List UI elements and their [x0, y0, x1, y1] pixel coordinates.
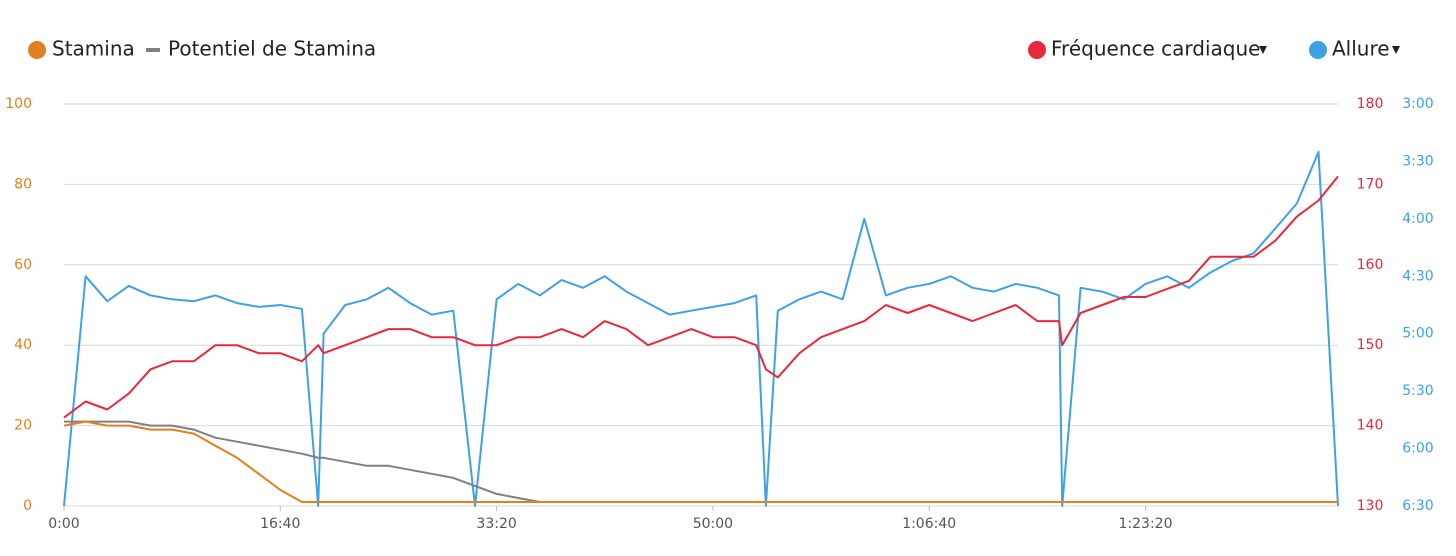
axes: 0 20 40 60 80 100 130 140 150 160 170 180 6:30 6:00 5:… — [5, 96, 1433, 532]
x-tick-label: 33:20 — [476, 516, 516, 532]
series-line — [63, 420, 1338, 503]
legend-marker — [1028, 41, 1046, 59]
legend-item[interactable]: Fréquence cardiaque — [1028, 37, 1260, 61]
grid — [64, 103, 1338, 507]
legend: Stamina Potentiel de Stamina Fréquence car… — [28, 37, 1390, 61]
y-tick-label: 100 — [5, 96, 32, 112]
legend-item[interactable]: Allure — [1309, 37, 1390, 61]
y-tick-label: 40 — [14, 337, 32, 353]
x-tick-label: 1:23:20 — [1119, 516, 1173, 532]
y-tick-label: 60 — [14, 257, 32, 273]
y2-tick-label: 150 — [1357, 337, 1384, 353]
x-tick-label: 16:40 — [260, 516, 300, 532]
dropdown-arrow[interactable] — [1259, 46, 1267, 54]
y3-tick-label: 4:00 — [1402, 211, 1433, 227]
y3-tick-label: 5:30 — [1402, 383, 1433, 399]
y3-tick-label: 6:30 — [1402, 498, 1433, 514]
y3-tick-label: 5:00 — [1402, 326, 1433, 342]
x-tick-label: 0:00 — [48, 516, 79, 532]
plot — [63, 150, 1339, 507]
y-tick-label: 20 — [14, 418, 32, 434]
legend-marker — [146, 48, 160, 52]
y3-tick-label: 3:30 — [1402, 153, 1433, 169]
x-tick-label: 1:06:40 — [902, 516, 956, 532]
y2-tick-label: 130 — [1357, 498, 1384, 514]
y2-tick-label: 180 — [1357, 96, 1384, 112]
y-tick-label: 80 — [14, 176, 32, 192]
y3-tick-label: 3:00 — [1402, 96, 1433, 112]
legend-item[interactable]: Potentiel de Stamina — [146, 37, 376, 61]
legend-label: Fréquence cardiaque — [1051, 37, 1260, 61]
y3-tick-label: 4:30 — [1402, 268, 1433, 284]
x-tick-label: 50:00 — [693, 516, 733, 532]
y-tick-label: 0 — [23, 498, 32, 514]
dropdown-arrow[interactable] — [1392, 46, 1400, 54]
legend-label: Potentiel de Stamina — [168, 37, 376, 61]
y3-tick-label: 6:00 — [1402, 441, 1433, 457]
legend-item[interactable]: Stamina — [28, 37, 135, 61]
series-line — [63, 175, 1339, 419]
legend-marker — [1309, 41, 1327, 59]
legend-label: Allure — [1332, 37, 1390, 61]
y2-tick-label: 140 — [1357, 418, 1384, 434]
legend-marker — [28, 41, 46, 59]
y2-tick-label: 170 — [1357, 176, 1384, 192]
series-line — [64, 420, 1338, 503]
legend-label: Stamina — [52, 37, 135, 61]
series-line — [63, 150, 1339, 507]
y2-tick-label: 160 — [1357, 257, 1384, 273]
